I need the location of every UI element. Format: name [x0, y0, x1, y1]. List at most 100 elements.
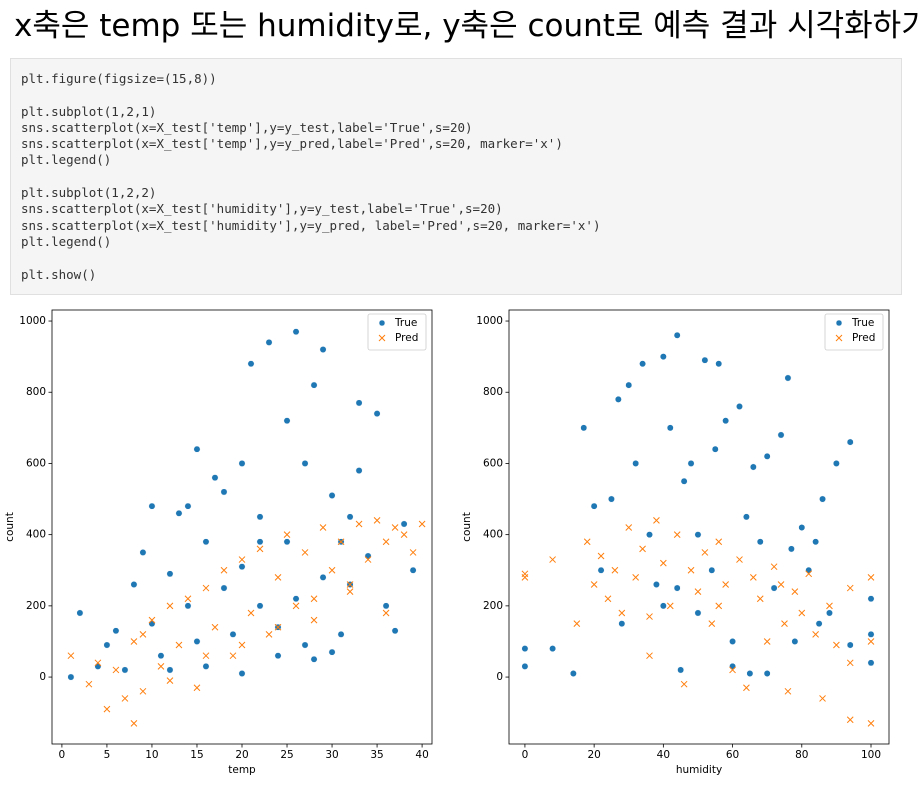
point: [265, 338, 273, 346]
point: [382, 602, 390, 610]
legend-marker: [835, 334, 843, 342]
point: [391, 524, 399, 531]
point: [694, 588, 702, 595]
point: [618, 620, 626, 628]
point: [238, 563, 246, 571]
point: [292, 602, 300, 610]
point: [301, 549, 309, 556]
point: [292, 328, 300, 336]
legend-label: Pred: [395, 332, 418, 344]
point: [680, 680, 688, 688]
x-tick-label: 80: [795, 749, 808, 761]
point: [846, 659, 854, 667]
code-line: plt.show(): [21, 266, 97, 282]
point: [819, 695, 826, 702]
point: [580, 424, 588, 432]
point: [112, 666, 120, 674]
point: [310, 655, 318, 663]
y-tick-label: 1000: [19, 315, 46, 327]
point: [729, 638, 737, 645]
x-tick-label: 0: [522, 749, 529, 761]
point: [202, 584, 210, 592]
point: [625, 524, 633, 531]
point: [632, 459, 640, 467]
y-tick-label: 400: [483, 529, 503, 541]
point: [274, 574, 282, 581]
point: [166, 570, 174, 578]
point: [742, 513, 750, 521]
y-tick-label: 1000: [476, 315, 503, 327]
point: [784, 687, 792, 695]
point: [770, 563, 778, 571]
point: [202, 652, 210, 660]
point: [722, 417, 730, 425]
point: [787, 545, 795, 553]
point: [590, 502, 598, 510]
y-tick-label: 200: [483, 600, 503, 612]
point: [220, 584, 228, 592]
point: [337, 630, 345, 638]
point: [283, 531, 291, 539]
point: [763, 638, 771, 645]
point: [846, 438, 854, 446]
point: [666, 602, 674, 610]
point: [756, 595, 764, 603]
heading: x축은 temp 또는 humidity로, y축은 count로 예측 결과 …: [14, 8, 920, 44]
point: [184, 595, 192, 603]
point: [193, 684, 201, 692]
point: [157, 652, 165, 660]
point: [549, 556, 556, 563]
x-tick-label: 30: [325, 749, 338, 761]
point: [211, 474, 219, 482]
point: [265, 630, 273, 638]
plot-frame: [51, 309, 433, 745]
point: [274, 652, 282, 660]
point: [148, 616, 156, 624]
point: [121, 695, 129, 702]
point: [632, 574, 640, 581]
x-tick-label: 25: [280, 749, 293, 761]
point: [319, 346, 327, 353]
point: [680, 477, 688, 485]
point: [646, 613, 653, 620]
point: [653, 517, 660, 524]
point: [283, 417, 291, 425]
point: [770, 584, 778, 592]
point: [166, 602, 174, 610]
point: [301, 459, 309, 467]
x-tick-label: 5: [104, 749, 111, 761]
point: [346, 581, 354, 588]
code-cell[interactable]: plt.figure(figsize=(15,8)) plt.subplot(1,…: [10, 58, 902, 295]
point: [867, 595, 875, 603]
point: [781, 620, 788, 628]
point: [611, 566, 619, 574]
point: [805, 570, 813, 578]
point: [805, 566, 813, 574]
x-tick-label: 35: [370, 749, 383, 761]
point: [346, 513, 354, 521]
code-line: sns.scatterplot(x=X_test['humidity'],y=y…: [21, 217, 601, 233]
y-tick-label: 200: [26, 600, 46, 612]
point: [677, 666, 685, 674]
point: [130, 719, 138, 727]
point: [673, 584, 681, 592]
point: [687, 566, 695, 574]
point: [639, 545, 646, 553]
point: [711, 445, 719, 453]
point: [310, 595, 318, 603]
chart: 0 5 10 15 20 25 30 35 4002004006008001000tempcou…: [4, 309, 433, 776]
point: [646, 531, 653, 539]
x-tick-label: 20: [587, 749, 600, 761]
point: [826, 602, 833, 610]
x-axis-label: temp: [228, 764, 256, 776]
point: [148, 502, 156, 510]
point: [708, 620, 716, 628]
y-tick-label: 0: [496, 671, 503, 683]
legend: True Pred: [824, 313, 884, 351]
point: [130, 581, 138, 588]
code-line: plt.subplot(1,2,2): [21, 185, 157, 201]
point: [812, 630, 819, 638]
point: [521, 574, 529, 581]
y-axis-label: count: [461, 512, 473, 542]
point: [715, 360, 723, 368]
